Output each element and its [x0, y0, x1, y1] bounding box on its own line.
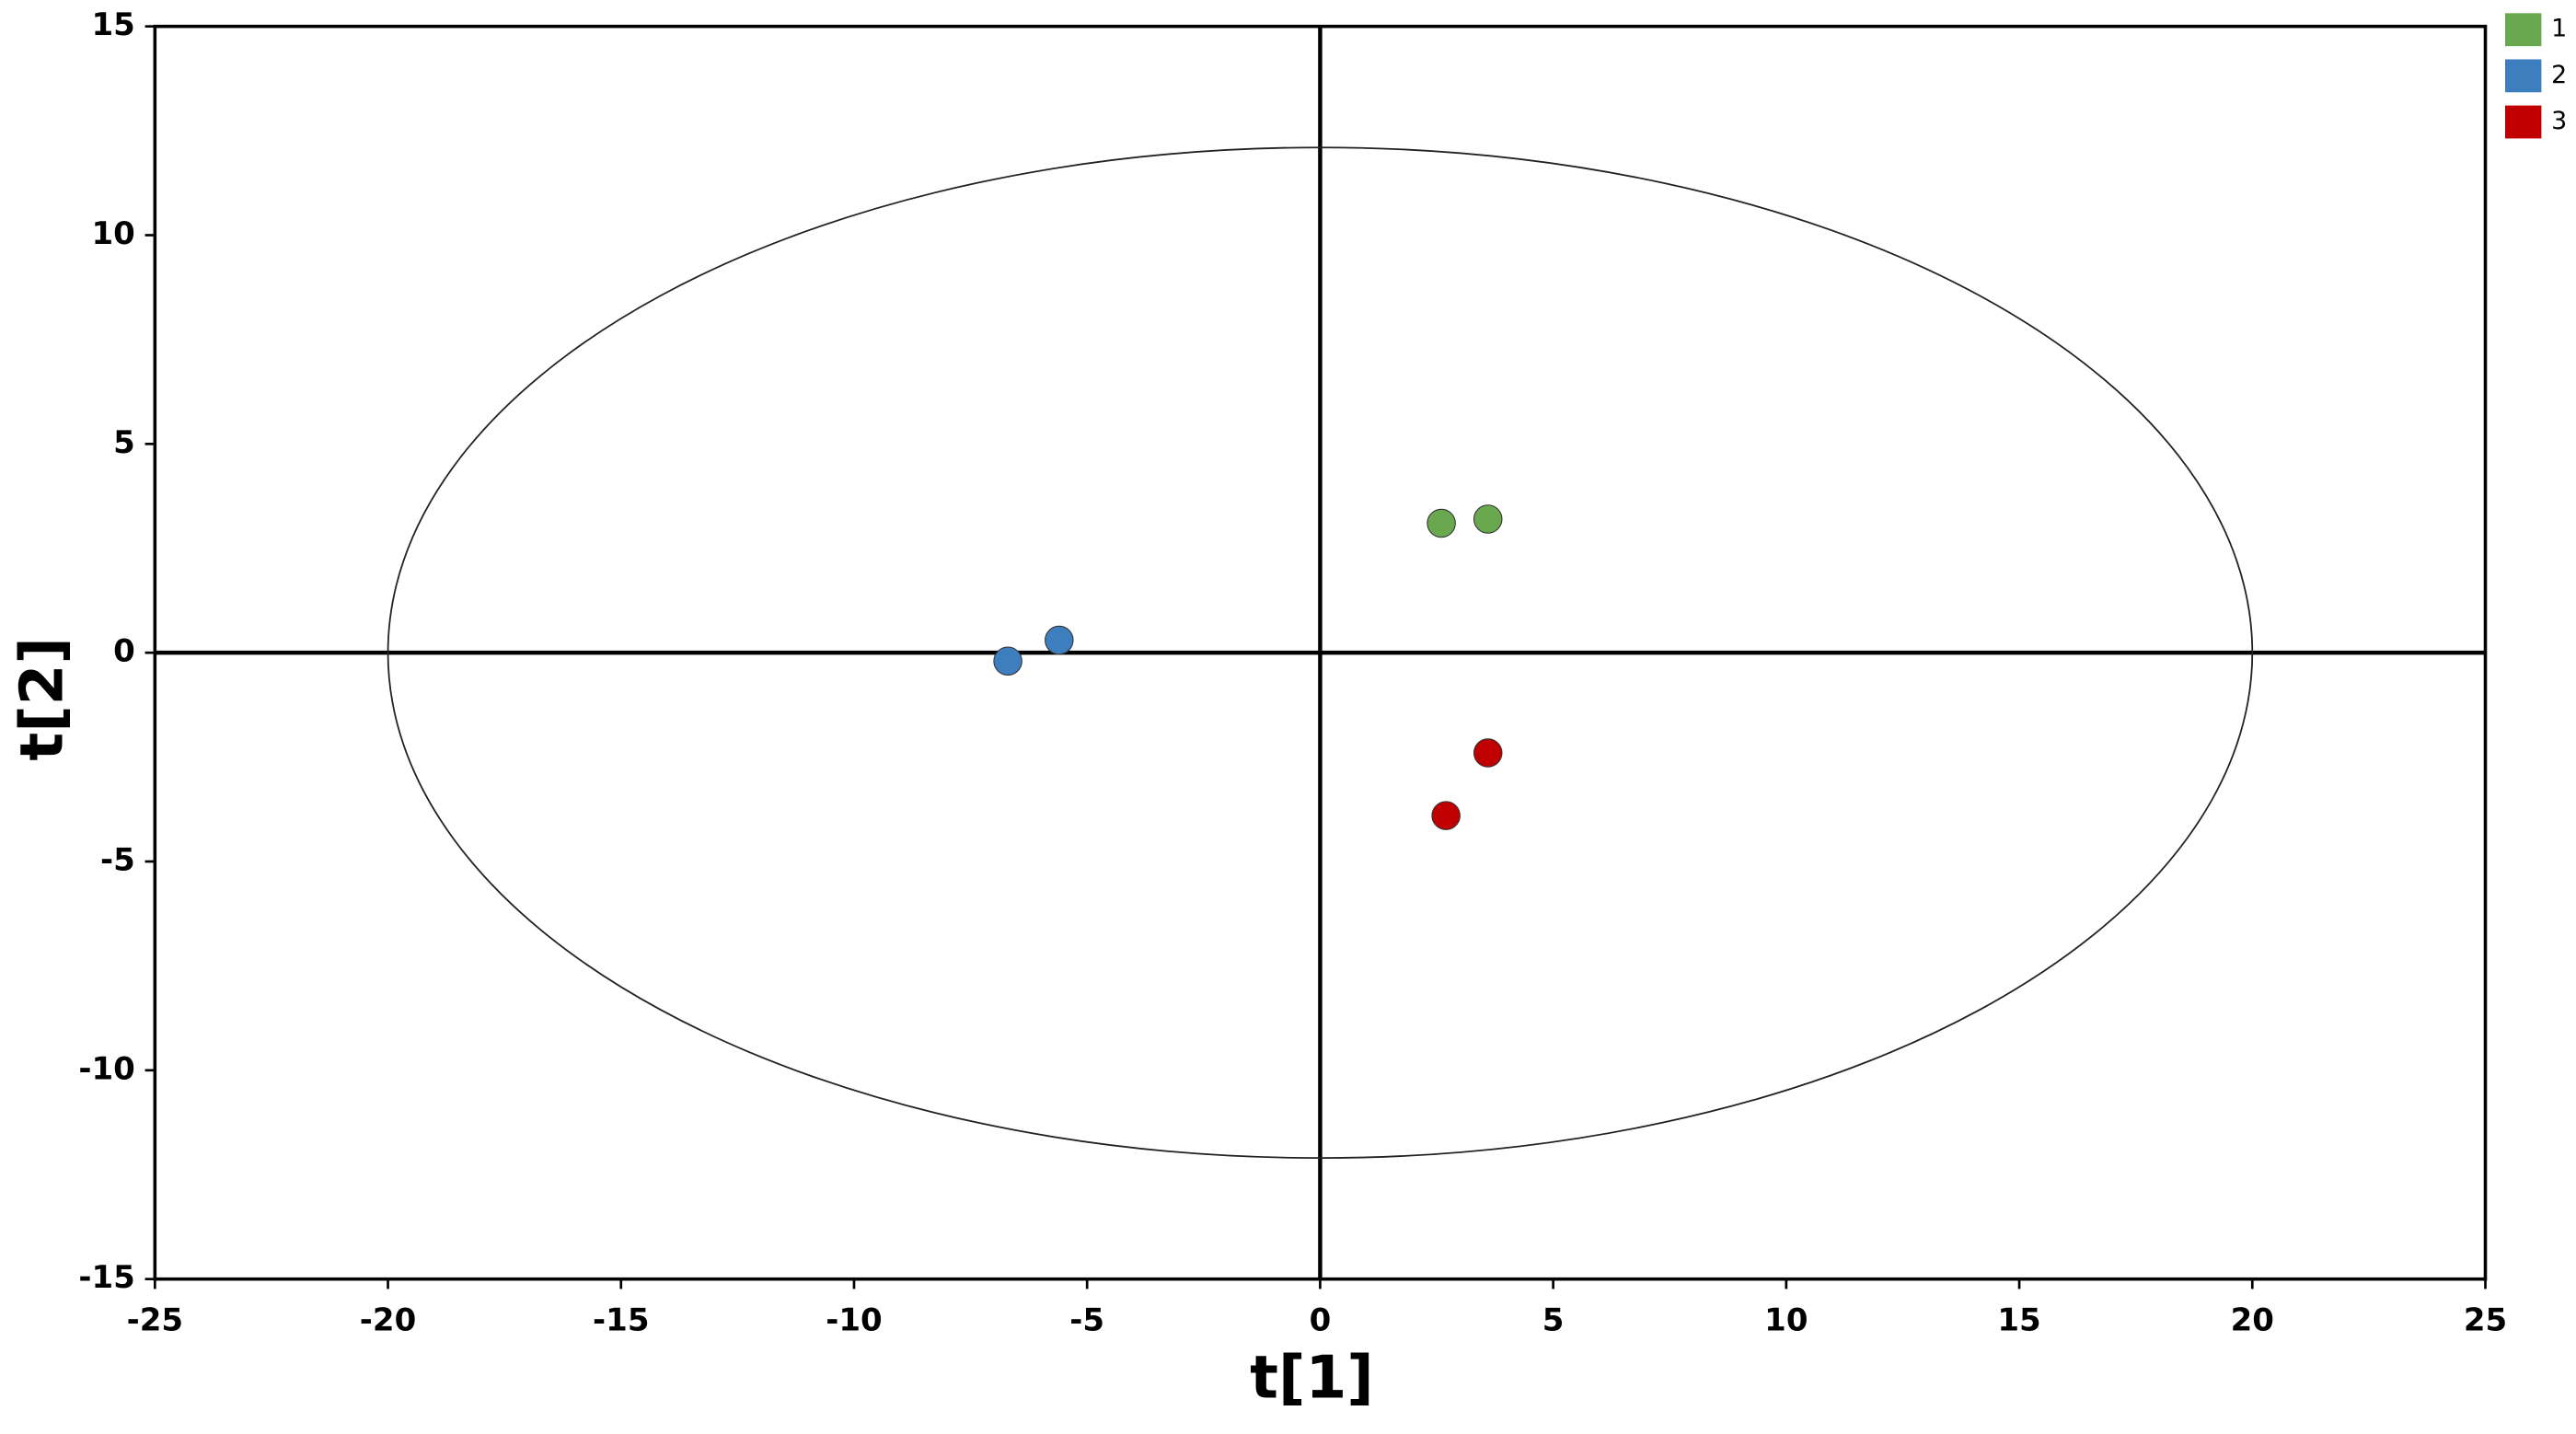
y-tick-label: -5: [100, 841, 135, 878]
point: [993, 646, 1022, 676]
x-tick-label: 0: [1310, 1302, 1332, 1339]
x-tick-label: -20: [360, 1302, 416, 1339]
x-tick-label: 25: [2464, 1302, 2507, 1339]
x-tick-label: -5: [1069, 1302, 1104, 1339]
legend-label: 2: [2551, 61, 2567, 89]
y-tick-label: 15: [92, 6, 135, 43]
x-tick-label: -15: [593, 1302, 649, 1339]
legend-label: 3: [2551, 107, 2567, 135]
legend-swatch: [2504, 105, 2542, 139]
y-tick-label: 5: [113, 424, 135, 461]
y-tick-label: -15: [78, 1259, 134, 1296]
point: [1473, 504, 1503, 534]
x-tick-label: 15: [1997, 1302, 2040, 1339]
x-axis-label: t[1]: [1250, 1343, 1374, 1412]
point: [1431, 801, 1461, 830]
y-tick-label: -10: [78, 1050, 134, 1087]
y-tick-label: 0: [113, 633, 135, 670]
x-tick-label: 5: [1542, 1302, 1565, 1339]
legend-swatch: [2504, 59, 2542, 93]
point: [1427, 508, 1456, 538]
y-axis-label: t[2]: [8, 637, 77, 761]
legend-swatch: [2504, 13, 2542, 47]
x-tick-label: -25: [127, 1302, 183, 1339]
confidence-ellipse: [387, 146, 2254, 1159]
point: [1473, 738, 1503, 768]
legend-label: 1: [2551, 15, 2567, 43]
x-tick-label: 10: [1764, 1302, 1808, 1339]
point: [1045, 625, 1074, 655]
x-tick-label: -10: [826, 1302, 882, 1339]
x-tick-label: 20: [2231, 1302, 2274, 1339]
y-tick-label: 10: [92, 215, 135, 252]
